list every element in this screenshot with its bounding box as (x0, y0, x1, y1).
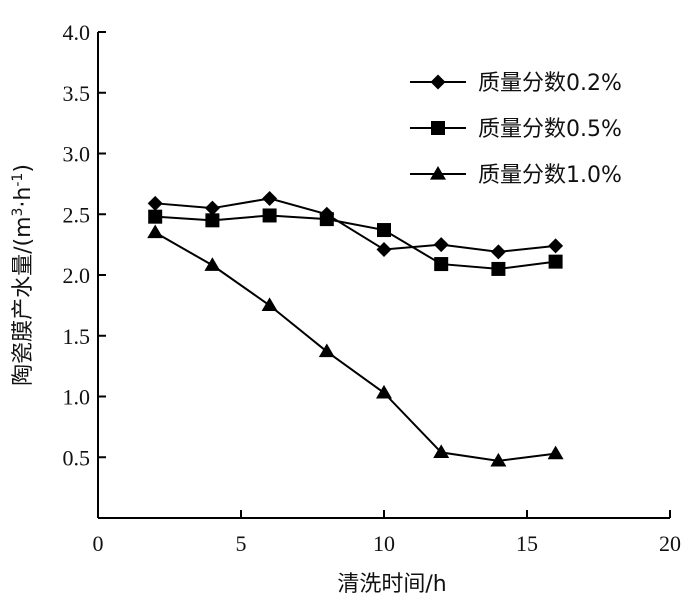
data-point-diamond (147, 195, 163, 211)
legend-marker-diamond (430, 74, 446, 90)
data-point-square (262, 208, 277, 223)
series-triangle (147, 224, 564, 467)
legend-item: 质量分数0.5% (410, 117, 622, 142)
x-tick-label: 20 (659, 531, 681, 556)
data-point-diamond (548, 238, 564, 254)
x-tick-label: 15 (516, 531, 538, 556)
data-point-triangle (376, 384, 392, 399)
data-point-square (491, 261, 506, 276)
y-tick-label: 0.5 (63, 445, 91, 470)
data-point-triangle (318, 343, 335, 358)
series-layer (147, 190, 564, 467)
series-diamond (147, 190, 564, 260)
x-tick-label: 0 (93, 531, 104, 556)
x-tick-label: 10 (373, 531, 395, 556)
legend-item: 质量分数0.2% (410, 71, 622, 96)
data-point-diamond (490, 244, 506, 260)
y-tick-label: 3.0 (63, 142, 91, 167)
y-axis-title-sup1: 3 (10, 208, 26, 217)
data-point-square (377, 223, 391, 238)
series-line (154, 231, 556, 462)
data-point-diamond (433, 237, 449, 253)
legend: 质量分数0.2% 质量分数0.5% 质量分数1.0% (410, 71, 622, 188)
x-axis-title: 清洗时间/h (337, 572, 446, 597)
series-line (155, 197, 556, 253)
y-axis-title-mid: ·h (11, 187, 36, 208)
x-tick-label: 5 (236, 531, 247, 556)
y-tick-label: 2.0 (63, 263, 91, 288)
data-point-square (148, 209, 163, 224)
data-point-triangle (204, 257, 221, 271)
data-point-triangle (147, 224, 164, 239)
y-tick-label: 3.5 (63, 81, 91, 106)
data-point-square (434, 257, 449, 272)
y-tick-label: 2.5 (63, 202, 91, 227)
y-tick-label: 4.0 (63, 20, 91, 45)
series-square (148, 208, 563, 276)
legend-label: 质量分数0.5% (478, 117, 622, 142)
y-axis-title: 陶瓷膜产水量/(m3·h-1) (10, 164, 36, 386)
legend-item: 质量分数1.0% (410, 163, 622, 188)
legend-label: 质量分数0.2% (478, 71, 622, 96)
data-point-square (205, 213, 220, 228)
legend-marker-triangle (430, 166, 446, 180)
data-point-square (319, 212, 334, 227)
data-point-diamond (204, 200, 220, 216)
legend-label: 质量分数1.0% (478, 163, 622, 188)
y-axis-title-main: 陶瓷膜产水量/(m (11, 216, 36, 385)
data-point-triangle (261, 297, 278, 311)
series-line (155, 214, 556, 270)
data-point-diamond (262, 190, 278, 206)
axes: 0 5 10 15 20 0.5 1.0 1.5 2.0 2.5 3.0 3.5 4.0 (63, 20, 682, 556)
y-tick-label: 1.5 (63, 324, 91, 349)
data-point-triangle (547, 445, 564, 460)
data-point-triangle (490, 452, 507, 467)
y-axis-title-end: ) (11, 164, 36, 173)
data-point-square (548, 254, 563, 269)
y-axis-title-sup2: -1 (10, 173, 26, 187)
legend-marker-square (431, 121, 445, 135)
data-point-diamond (376, 241, 392, 257)
data-point-triangle (433, 444, 450, 458)
y-tick-label: 1.0 (63, 385, 91, 410)
